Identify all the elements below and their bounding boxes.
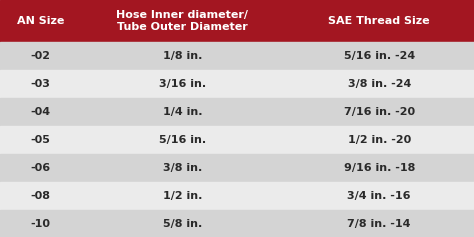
Text: 1/2 in.: 1/2 in. — [163, 191, 202, 201]
Text: 5/16 in.: 5/16 in. — [159, 135, 206, 145]
Text: 1/2 in. -20: 1/2 in. -20 — [347, 135, 411, 145]
Text: -06: -06 — [30, 163, 50, 173]
Bar — [0, 0, 474, 42]
Text: 1/4 in.: 1/4 in. — [163, 107, 202, 117]
Text: AN Size: AN Size — [17, 16, 64, 26]
Text: -04: -04 — [30, 107, 50, 117]
Text: 5/16 in. -24: 5/16 in. -24 — [344, 51, 415, 61]
Bar — [0, 182, 474, 210]
Bar — [0, 126, 474, 154]
Text: 1/8 in.: 1/8 in. — [163, 51, 202, 61]
Text: SAE Thread Size: SAE Thread Size — [328, 16, 430, 26]
Text: 7/16 in. -20: 7/16 in. -20 — [344, 107, 415, 117]
Text: 3/16 in.: 3/16 in. — [159, 79, 206, 89]
Text: -08: -08 — [30, 191, 50, 201]
Bar — [0, 154, 474, 182]
Text: Hose Inner diameter/
Tube Outer Diameter: Hose Inner diameter/ Tube Outer Diameter — [117, 10, 248, 32]
Text: -03: -03 — [30, 79, 50, 89]
Text: 3/8 in.: 3/8 in. — [163, 163, 202, 173]
Text: -05: -05 — [30, 135, 50, 145]
Bar — [0, 42, 474, 70]
Text: -10: -10 — [30, 219, 50, 229]
Text: 3/4 in. -16: 3/4 in. -16 — [347, 191, 411, 201]
Text: 3/8 in. -24: 3/8 in. -24 — [347, 79, 411, 89]
Text: -02: -02 — [30, 51, 50, 61]
Bar — [0, 70, 474, 98]
Text: 5/8 in.: 5/8 in. — [163, 219, 202, 229]
Text: 9/16 in. -18: 9/16 in. -18 — [344, 163, 415, 173]
Text: 7/8 in. -14: 7/8 in. -14 — [347, 219, 411, 229]
Bar — [0, 210, 474, 237]
Bar — [0, 98, 474, 126]
